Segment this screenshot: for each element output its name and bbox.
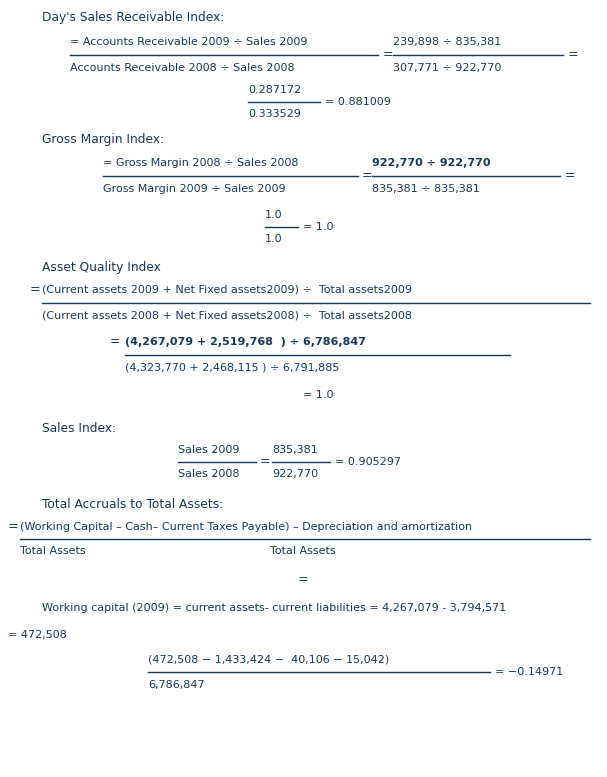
Text: (4,323,770 + 2,468,115 ) ÷ 6,791,885: (4,323,770 + 2,468,115 ) ÷ 6,791,885: [125, 363, 339, 373]
Text: Sales 2009: Sales 2009: [178, 445, 240, 455]
Text: Sales 2008: Sales 2008: [178, 469, 240, 479]
Text: Sales Index:: Sales Index:: [42, 421, 116, 434]
Text: 6,786,847: 6,786,847: [148, 680, 205, 690]
Text: = Gross Margin 2008 ÷ Sales 2008: = Gross Margin 2008 ÷ Sales 2008: [103, 158, 299, 168]
Text: = 1.0: = 1.0: [303, 222, 333, 232]
Text: Working capital (2009) = current assets- current liabilities = 4,267,079 - 3,794: Working capital (2009) = current assets-…: [42, 603, 506, 613]
Text: = −0.14971: = −0.14971: [495, 667, 563, 677]
Text: (472,508 − 1,433,424 −  40,106 − 15,042): (472,508 − 1,433,424 − 40,106 − 15,042): [148, 655, 389, 665]
Text: =: =: [260, 455, 271, 469]
Text: = 0.881009: = 0.881009: [325, 97, 391, 107]
Text: 1.0: 1.0: [265, 210, 283, 220]
Text: (Working Capital – Cash– Current Taxes Payable) – Depreciation and amortization: (Working Capital – Cash– Current Taxes P…: [20, 522, 472, 532]
Text: Asset Quality Index: Asset Quality Index: [42, 262, 161, 274]
Text: Gross Margin Index:: Gross Margin Index:: [42, 134, 164, 147]
Text: 1.0: 1.0: [265, 234, 283, 244]
Text: =: =: [8, 521, 19, 534]
Text: =: =: [110, 336, 121, 349]
Text: = 1.0: = 1.0: [303, 390, 333, 400]
Text: 922,770: 922,770: [272, 469, 318, 479]
Text: =: =: [30, 284, 41, 297]
Text: Total Accruals to Total Assets:: Total Accruals to Total Assets:: [42, 499, 223, 511]
Text: =: =: [565, 169, 575, 183]
Text: =: =: [568, 48, 578, 61]
Text: (Current assets 2008 + Net Fixed assets2008) ÷  Total assets2008: (Current assets 2008 + Net Fixed assets2…: [42, 311, 412, 321]
Text: =: =: [362, 169, 373, 183]
Text: (Current assets 2009 + Net Fixed assets2009) ÷  Total assets2009: (Current assets 2009 + Net Fixed assets2…: [42, 285, 412, 295]
Text: = 0.905297: = 0.905297: [335, 457, 401, 467]
Text: Total Assets: Total Assets: [270, 546, 336, 556]
Text: (4,267,079 + 2,519,768  ) ÷ 6,786,847: (4,267,079 + 2,519,768 ) ÷ 6,786,847: [125, 337, 366, 347]
Text: 0.333529: 0.333529: [248, 109, 301, 119]
Text: 307,771 ÷ 922,770: 307,771 ÷ 922,770: [393, 63, 501, 73]
Text: Gross Margin 2009 ÷ Sales 2009: Gross Margin 2009 ÷ Sales 2009: [103, 184, 286, 194]
Text: 835,381: 835,381: [272, 445, 317, 455]
Text: Total Assets: Total Assets: [20, 546, 86, 556]
Text: 835,381 ÷ 835,381: 835,381 ÷ 835,381: [372, 184, 480, 194]
Text: =: =: [297, 573, 308, 587]
Text: = Accounts Receivable 2009 ÷ Sales 2009: = Accounts Receivable 2009 ÷ Sales 2009: [70, 37, 308, 47]
Text: Accounts Receivable 2008 ÷ Sales 2008: Accounts Receivable 2008 ÷ Sales 2008: [70, 63, 294, 73]
Text: =: =: [383, 48, 393, 61]
Text: = 472,508: = 472,508: [8, 630, 67, 640]
Text: Day's Sales Receivable Index:: Day's Sales Receivable Index:: [42, 12, 224, 25]
Text: 922,770 ÷ 922,770: 922,770 ÷ 922,770: [372, 158, 490, 168]
Text: 239,898 ÷ 835,381: 239,898 ÷ 835,381: [393, 37, 501, 47]
Text: 0.287172: 0.287172: [248, 85, 301, 95]
